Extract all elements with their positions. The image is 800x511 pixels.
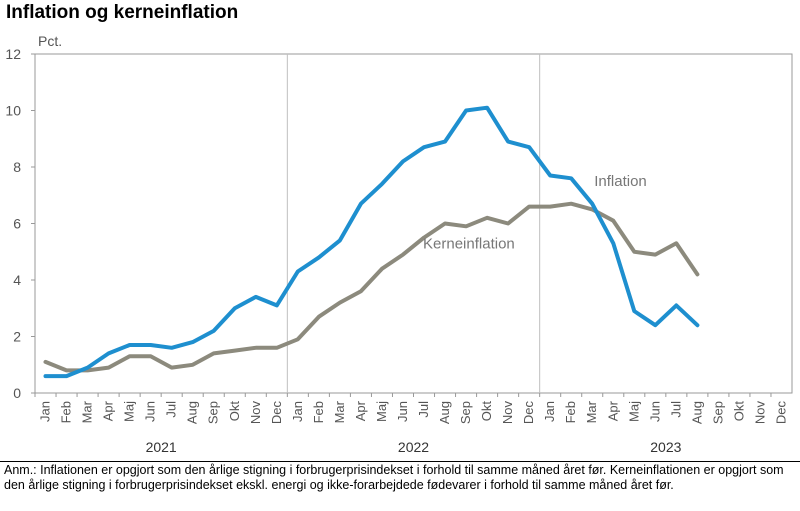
x-tick-label: Jan [542,401,557,422]
y-tick-label: 0 [13,385,21,401]
y-tick-label: 10 [5,103,21,119]
x-tick-label: Nov [752,401,767,425]
note-divider [0,461,800,462]
year-label: 2021 [146,439,177,455]
series-label-kerneinflation: Kerneinflation [423,235,515,252]
x-tick-label: Aug [185,401,200,424]
x-tick-label: Dec [773,401,788,425]
x-tick-label: Mar [80,400,95,423]
plot-frame [34,53,793,394]
x-tick-label: Jul [164,401,179,418]
x-tick-label: Mar [332,400,347,423]
x-tick-label: Apr [353,400,368,421]
x-tick-label: Nov [248,401,263,425]
x-tick-label: Okt [479,401,494,422]
x-tick-label: Dec [269,401,284,425]
x-tick-label: Jul [416,401,431,418]
chart-axes [31,53,793,397]
x-tick-label: Aug [437,401,452,424]
x-tick-label: Apr [605,400,620,421]
y-tick-label: 8 [13,159,21,175]
x-tick-label: Feb [59,401,74,423]
x-tick-label: Sep [206,401,221,424]
x-tick-label: Maj [374,401,389,422]
series-line-kerneinflation [43,201,700,373]
x-tick-label: Okt [731,401,746,422]
series-line-inflation [43,105,700,379]
year-label: 2022 [398,439,429,455]
x-tick-label: Apr [101,400,116,421]
x-tick-label: Maj [122,401,137,422]
y-tick-label: 6 [13,216,21,232]
x-tick-label: Sep [710,401,725,424]
chart-title: Inflation og kerneinflation [6,2,239,23]
x-tick-label: Jun [143,401,158,422]
x-tick-label: Feb [311,401,326,423]
line-chart: 0 2 4 6 8 10 12 Pct. Jan Feb Mar Apr Maj Jun Jul Aug Sep… [5,33,793,455]
x-tick-label: Feb [563,401,578,423]
x-tick-label: Jun [395,401,410,422]
x-tick-label: Jun [647,401,662,422]
chart-labels: 0 2 4 6 8 10 12 Pct. Jan Feb Mar Apr Maj Jun Jul Aug Sep… [5,33,788,455]
x-tick-label: Maj [626,401,641,422]
y-tick-label: 2 [13,329,21,345]
chart-marks [43,105,700,379]
x-tick-label: Mar [584,400,599,423]
y-tick-label: 4 [13,272,21,288]
x-tick-label: Jan [290,401,305,422]
x-tick-label: Jul [668,401,683,418]
x-tick-label: Sep [458,401,473,424]
x-tick-label: Aug [689,401,704,424]
x-tick-label: Jan [38,401,53,422]
x-tick-label: Okt [227,401,242,422]
y-axis-label: Pct. [38,33,62,49]
x-tick-label: Nov [500,401,515,425]
footnote: Anm.: Inflationen er opgjort som den årl… [4,463,784,492]
x-tick-label: Dec [521,401,536,425]
series-label-inflation: Inflation [594,173,647,190]
y-tick-label: 12 [5,46,21,62]
year-label: 2023 [650,439,681,455]
